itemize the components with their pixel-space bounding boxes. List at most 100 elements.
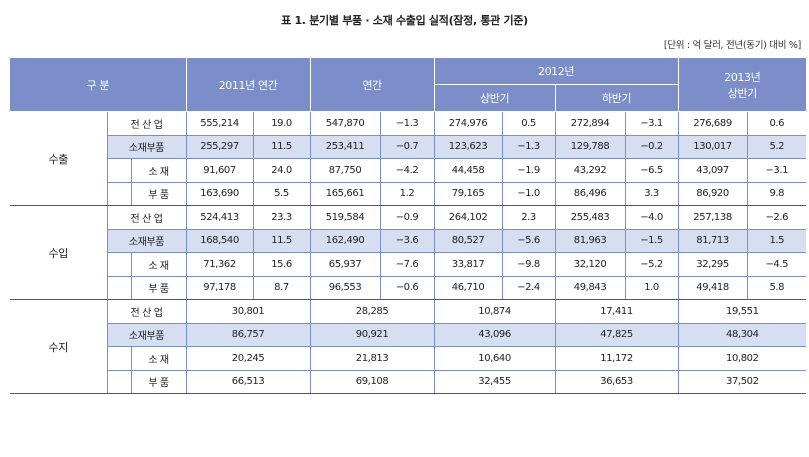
indent-cell (106, 158, 131, 183)
value-cell: −4.0 (624, 205, 679, 230)
value-cell: 1.5 (746, 229, 807, 253)
value-cell: 48,304 (677, 323, 807, 347)
header-2012-h2: 하반기 (554, 84, 679, 112)
value-cell: 524,413 (185, 205, 254, 230)
unit-note: [단위 : 억 달러, 전년(동기) 대비 %] (663, 40, 801, 51)
value-cell: −3.6 (379, 229, 435, 253)
value-cell: 168,540 (185, 229, 254, 253)
value-cell: 165,661 (309, 182, 381, 206)
value-cell: 547,870 (309, 111, 381, 136)
value-cell: 32,295 (677, 252, 748, 277)
value-cell: −5.2 (624, 252, 679, 277)
value-cell: 0.5 (501, 111, 556, 136)
value-cell: −5.6 (501, 229, 556, 253)
value-cell: −0.9 (379, 205, 435, 230)
row-label: 소 재 (130, 346, 187, 371)
value-cell: 1.0 (624, 276, 679, 300)
table-row: 소재부품 168,540 11.5 162,490 −3.6 80,527 −5.6 81,9… (10, 229, 807, 253)
value-cell: 264,102 (433, 205, 503, 230)
value-cell: 276,689 (677, 111, 748, 136)
value-cell: 65,937 (309, 252, 381, 277)
row-label: 부 품 (130, 276, 187, 300)
table-row: 수지 전 산 업 30,801 28,285 10,874 17,411 19,551 (10, 299, 807, 394)
value-cell: 19,551 (677, 299, 807, 324)
value-cell: −0.7 (379, 135, 435, 159)
value-cell: 43,292 (554, 158, 626, 183)
value-cell: 21,813 (309, 346, 435, 371)
indent-cell (106, 276, 131, 300)
value-cell: 129,788 (554, 135, 626, 159)
value-cell: −2.4 (501, 276, 556, 300)
value-cell: 28,285 (309, 299, 435, 324)
value-cell: −1.5 (624, 229, 679, 253)
value-cell: 257,138 (677, 205, 748, 230)
value-cell: 9.8 (746, 182, 807, 206)
table-row: 소재부품 255,297 11.5 253,411 −0.7 123,623 −1.3 129… (10, 135, 807, 159)
row-label: 전 산 업 (106, 111, 187, 136)
indent-cell (106, 252, 131, 277)
value-cell: 519,584 (309, 205, 381, 230)
value-cell: −6.5 (624, 158, 679, 183)
value-cell: −0.2 (624, 135, 679, 159)
value-cell: 253,411 (309, 135, 381, 159)
value-cell: 36,653 (554, 370, 679, 394)
value-cell: 49,418 (677, 276, 748, 300)
value-cell: 49,843 (554, 276, 626, 300)
header-annual: 연간 (309, 58, 435, 112)
value-cell: 255,483 (554, 205, 626, 230)
table-row: 부 품 66,513 69,108 32,455 36,653 37,502 (10, 370, 807, 394)
row-label: 부 품 (130, 370, 187, 394)
value-cell: −1.0 (501, 182, 556, 206)
value-cell: 32,455 (433, 370, 556, 394)
value-cell: 8.7 (252, 276, 311, 300)
value-cell: 81,713 (677, 229, 748, 253)
value-cell: −4.5 (746, 252, 807, 277)
value-cell: 20,245 (185, 346, 311, 371)
value-cell: 5.5 (252, 182, 311, 206)
value-cell: −3.1 (746, 158, 807, 183)
value-cell: 5.2 (746, 135, 807, 159)
row-label: 부 품 (130, 182, 187, 206)
header-2013-half: 상반기 (727, 86, 758, 100)
table-body: 수출 전 산 업 555,214 19.0 547,870 −1.3 274,976 0.5 2… (10, 111, 807, 394)
value-cell: −9.8 (501, 252, 556, 277)
value-cell: −1.9 (501, 158, 556, 183)
value-cell: 555,214 (185, 111, 254, 136)
value-cell: 87,750 (309, 158, 381, 183)
section-label: 수입 (10, 205, 107, 300)
section-label: 수지 (10, 299, 107, 394)
value-cell: 86,920 (677, 182, 748, 206)
value-cell: 43,096 (433, 323, 556, 347)
value-cell: 46,710 (433, 276, 503, 300)
value-cell: 81,963 (554, 229, 626, 253)
value-cell: 10,640 (433, 346, 556, 371)
value-cell: −1.3 (379, 111, 435, 136)
indent-cell (106, 182, 131, 206)
header-2011: 2011년 연간 (185, 58, 311, 112)
value-cell: 11,172 (554, 346, 679, 371)
value-cell: 47,825 (554, 323, 679, 347)
value-cell: −4.2 (379, 158, 435, 183)
value-cell: 24.0 (252, 158, 311, 183)
table-row: 수입 전 산 업 524,413 23.3 519,584 −0.9 264,102 2.3 2… (10, 205, 807, 300)
value-cell: 91,607 (185, 158, 254, 183)
header-2012-h1: 상반기 (433, 84, 556, 112)
value-cell: 71,362 (185, 252, 254, 277)
value-cell: 2.3 (501, 205, 556, 230)
value-cell: 163,690 (185, 182, 254, 206)
table-row: 소재부품 86,757 90,921 43,096 47,825 48,304 (10, 323, 807, 347)
value-cell: 10,874 (433, 299, 556, 324)
value-cell: 11.5 (252, 229, 311, 253)
value-cell: 3.3 (624, 182, 679, 206)
row-label: 소재부품 (106, 229, 187, 253)
row-label: 전 산 업 (106, 299, 187, 324)
table-row: 수출 전 산 업 555,214 19.0 547,870 −1.3 274,976 0.5 2… (10, 111, 807, 206)
table-row: 소 재 20,245 21,813 10,640 11,172 10,802 (10, 346, 807, 371)
value-cell: 11.5 (252, 135, 311, 159)
row-label: 소 재 (130, 158, 187, 183)
header-2013: 2013년 상반기 (677, 58, 807, 112)
value-cell: 162,490 (309, 229, 381, 253)
value-cell: 69,108 (309, 370, 435, 394)
row-label: 소재부품 (106, 135, 187, 159)
value-cell: 30,801 (185, 299, 311, 324)
